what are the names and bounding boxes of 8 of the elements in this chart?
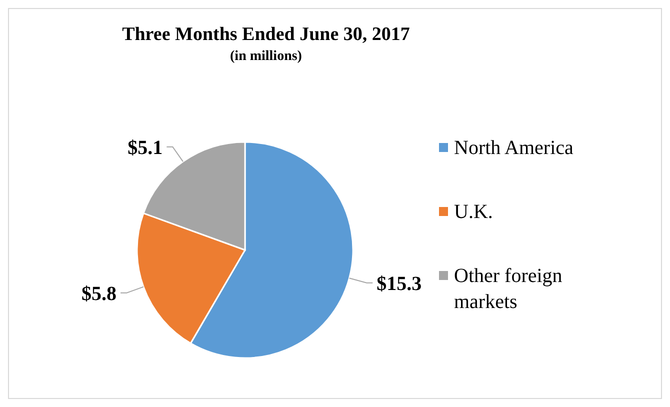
legend-label: U.K.	[454, 201, 493, 223]
legend-label: Other foreign markets	[454, 265, 562, 313]
legend-label: North America	[454, 137, 574, 159]
chart-subtitle: (in millions)	[230, 49, 302, 64]
chart-title: Three Months Ended June 30, 2017	[122, 24, 410, 45]
data-label: $15.3	[376, 272, 422, 295]
data-label: $5.1	[128, 136, 163, 159]
data-label: $5.8	[82, 282, 117, 305]
